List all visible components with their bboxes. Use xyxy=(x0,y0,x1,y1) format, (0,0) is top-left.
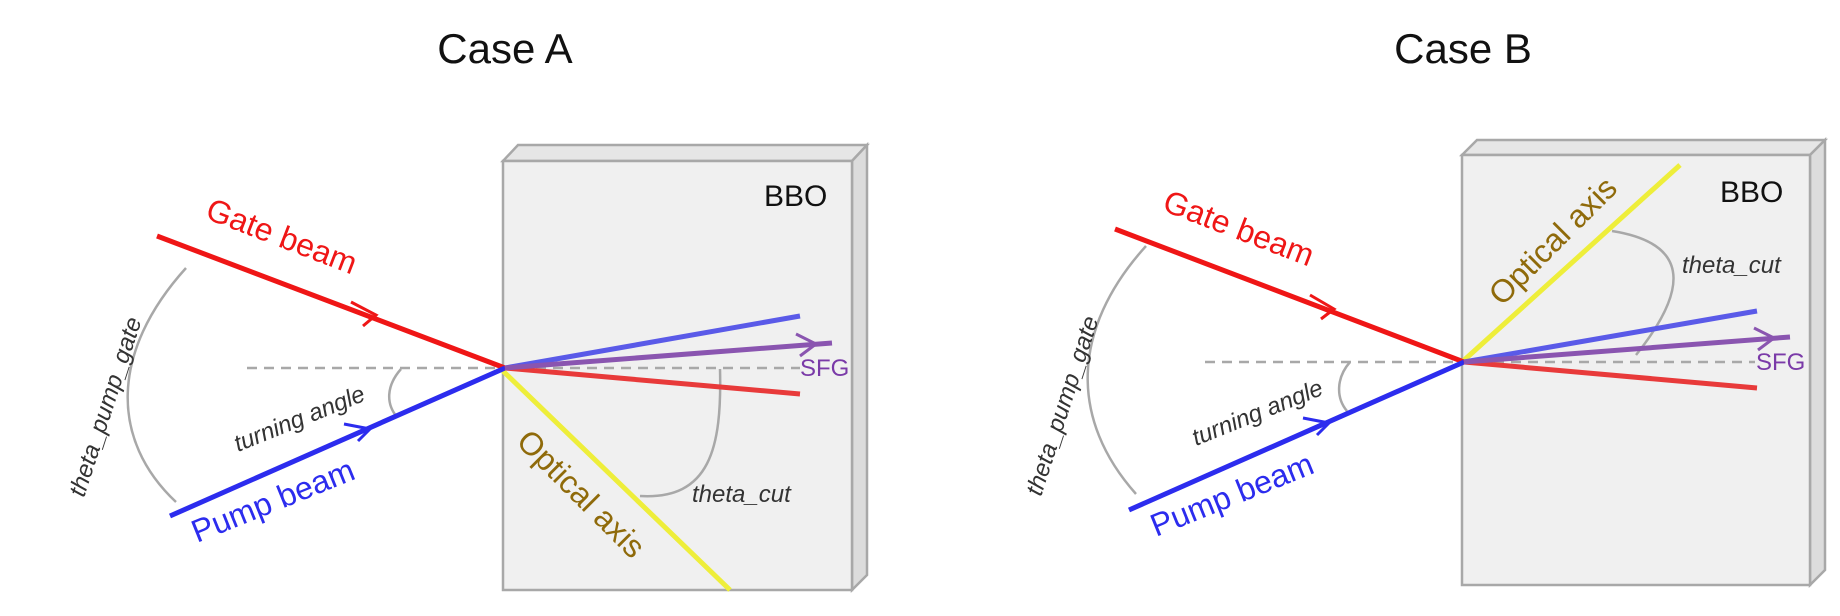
gate-beam-label: Gate beam xyxy=(1158,183,1319,273)
turning-angle-arc xyxy=(1337,361,1351,412)
gate-beam xyxy=(1114,226,1465,365)
theta-pump-gate-label: theta_pump_gate xyxy=(1021,313,1104,499)
theta-pump-gate-label: theta_pump_gate xyxy=(64,314,147,500)
panel-title: Case A xyxy=(437,25,572,72)
sfg-beam xyxy=(1463,326,1791,365)
theta-cut-arc xyxy=(1611,229,1675,356)
optical-axis-line xyxy=(1460,163,1682,364)
bbo-crystal xyxy=(1458,136,1829,589)
theta-cut-arc xyxy=(639,368,722,498)
theta-cut-label: theta_cut xyxy=(1682,252,1782,279)
pump-beam-label: Pump beam xyxy=(1145,445,1318,543)
bbo-crystal xyxy=(500,141,870,594)
theta-cut-label: theta_cut xyxy=(692,481,792,508)
sfg-label: SFG xyxy=(800,355,849,382)
turning-angle-label: turning angle xyxy=(230,381,369,458)
gate-beam xyxy=(156,233,506,371)
sfg-label: SFG xyxy=(1756,349,1805,376)
sfg-beam xyxy=(504,332,833,371)
pump-beam xyxy=(168,365,507,519)
pump-gate-angle-arc xyxy=(126,267,187,503)
crystal-label: BBO xyxy=(764,180,827,213)
gate-output-beam xyxy=(504,365,801,397)
pump-beam xyxy=(1127,359,1466,513)
pump-output-beam xyxy=(504,313,801,371)
optical-axis-line xyxy=(501,369,732,592)
gate-output-beam xyxy=(1463,359,1758,391)
panel-case-b: Case B BBO Optical axis xyxy=(1021,25,1829,589)
gate-beam-label: Gate beam xyxy=(201,191,362,281)
turning-angle-label: turning angle xyxy=(1188,375,1327,452)
turning-angle-arc xyxy=(388,368,402,418)
pump-beam-label: Pump beam xyxy=(186,451,359,549)
pump-output-beam xyxy=(1463,308,1758,365)
panel-title: Case B xyxy=(1394,25,1532,72)
panel-case-a: Case A BBO Optical axis xyxy=(64,25,870,594)
pump-gate-angle-arc xyxy=(1086,245,1147,495)
crystal-label: BBO xyxy=(1720,176,1783,209)
